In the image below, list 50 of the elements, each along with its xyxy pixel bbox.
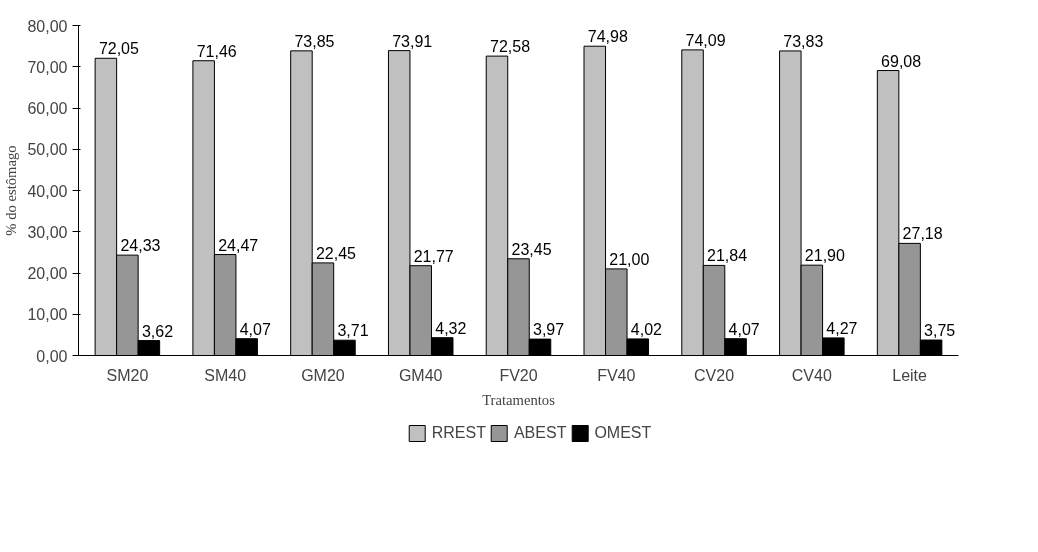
x-tick-label: FV20 (499, 366, 538, 384)
y-tick-label: 40,00 (27, 182, 68, 200)
data-label: 72,05 (98, 40, 140, 58)
y-tick-label: 60,00 (27, 100, 68, 117)
x-axis-title: Tratamentos (482, 391, 556, 408)
data-label: 22,45 (315, 244, 357, 262)
data-label: 3,75 (924, 322, 956, 340)
legend-label: ABEST (513, 423, 567, 442)
legend-label: RREST (431, 423, 486, 442)
x-tick-label: GM40 (398, 366, 443, 384)
y-tick-label: 20,00 (27, 265, 68, 282)
data-label: 3,97 (533, 321, 565, 339)
data-label: 74,09 (685, 31, 726, 49)
data-label: 73,91 (392, 32, 433, 50)
data-label: 3,71 (337, 322, 369, 340)
x-tick-label: FV40 (597, 366, 636, 384)
y-tick-label: 10,00 (27, 306, 68, 324)
y-tick-label: 30,00 (27, 223, 68, 241)
y-tick-label: 50,00 (27, 141, 68, 159)
data-label: 4,07 (728, 320, 760, 338)
y-tick-label: 0,00 (36, 347, 68, 365)
data-label: 4,27 (826, 319, 858, 337)
data-label: 4,32 (435, 319, 467, 337)
data-label: 21,00 (609, 250, 650, 268)
data-label: 24,47 (218, 236, 259, 254)
data-label: 72,58 (489, 38, 531, 56)
data-label: 21,84 (707, 247, 748, 265)
data-label: 71,46 (196, 42, 237, 60)
x-tick-label: CV40 (791, 366, 832, 384)
data-label: 21,77 (413, 247, 454, 265)
x-tick-label: GM20 (301, 366, 345, 384)
x-tick-label: Leite (892, 366, 928, 384)
data-label: 3,62 (141, 322, 174, 340)
y-tick-label: 70,00 (27, 58, 68, 76)
data-label: 74,98 (587, 28, 628, 46)
x-tick-label: SM40 (204, 366, 247, 384)
data-label: 21,90 (804, 247, 845, 265)
data-label: 4,02 (630, 320, 663, 338)
x-tick-label: SM20 (106, 366, 149, 384)
data-label: 73,85 (294, 32, 335, 50)
data-label: 4,07 (239, 320, 271, 338)
data-label: 23,45 (511, 240, 552, 258)
x-tick-label: CV20 (694, 366, 735, 384)
y-axis-title: % do estômago (3, 145, 20, 236)
y-tick-label: 80,00 (27, 17, 68, 35)
data-label: 69,08 (881, 52, 922, 70)
legend-label: OMEST (594, 423, 652, 442)
data-label: 24,33 (120, 237, 161, 255)
data-label: 27,18 (902, 225, 943, 243)
data-label: 73,83 (783, 32, 824, 50)
